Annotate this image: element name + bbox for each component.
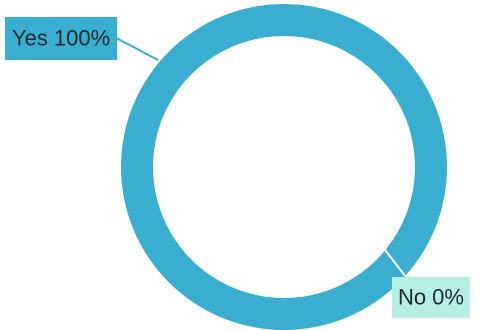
slice-label: Yes 100% [5,17,118,60]
leader-line [384,249,407,278]
label-category: No [398,284,426,309]
label-box [392,277,470,318]
leader-line [116,37,159,61]
slice-label: No 0% [392,277,470,318]
label-text: No 0% [398,284,464,309]
label-box [5,17,118,60]
label-text: Yes 100% [12,25,110,50]
label-category: Yes [12,25,48,50]
label-value: 0% [432,284,464,309]
label-value: 100% [54,25,110,50]
